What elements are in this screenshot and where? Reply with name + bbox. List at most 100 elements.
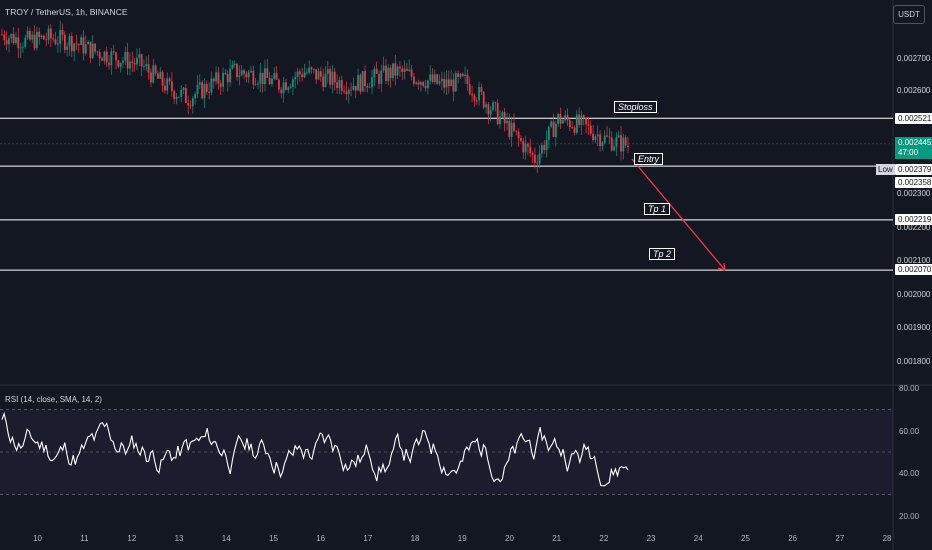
candle-body (261, 72, 264, 84)
candle-body (187, 103, 190, 106)
current-price-badge: 0.002445 47:00 (895, 137, 932, 159)
candle-body (254, 84, 257, 86)
candle-body (324, 73, 327, 87)
candle-body (278, 79, 280, 90)
candle-body (101, 58, 103, 61)
candle-body (15, 37, 17, 44)
candle-body (236, 63, 238, 78)
candle-body (166, 78, 169, 91)
candle-body (538, 153, 541, 164)
tp1-level-label: 0.002219 (895, 214, 932, 225)
entry-annotation[interactable]: Entry (634, 153, 664, 165)
candle-body (140, 54, 143, 67)
candle-body (173, 91, 176, 100)
candle-body (94, 43, 96, 52)
candle-body (622, 137, 625, 152)
candle-body (599, 134, 601, 146)
candle-body (438, 81, 441, 84)
candle-body (68, 36, 71, 47)
candle-body (170, 81, 173, 92)
candle-body (568, 120, 571, 128)
candle-body (554, 123, 557, 137)
price-axis-label: 0.002200 (897, 223, 931, 232)
time-axis-label: 18 (410, 534, 420, 543)
candle-body (361, 71, 364, 92)
candle-body (112, 51, 115, 53)
candle-body (212, 78, 215, 82)
candle-body (115, 52, 117, 61)
candle-body (394, 63, 397, 76)
low-level-label: 0.002358 (895, 177, 932, 188)
price-axis-label: 0.002600 (897, 86, 931, 95)
candle-body (301, 74, 304, 78)
candle-body (503, 112, 506, 124)
candle-body (587, 124, 590, 126)
candle-body (461, 73, 464, 76)
stoploss-annotation[interactable]: Stoploss (614, 101, 657, 113)
candle-body (359, 75, 362, 92)
rsi-axis-label: 40.00 (899, 469, 920, 478)
candle-body (122, 60, 124, 63)
currency-button[interactable]: USDT (893, 5, 925, 24)
candle-body (464, 74, 467, 76)
candle-body (447, 79, 450, 87)
tp2-annotation[interactable]: Tp 2 (649, 248, 676, 260)
candle-body (129, 61, 131, 69)
candle-body (159, 72, 162, 79)
candle-body (594, 136, 597, 141)
candle-body (540, 144, 543, 154)
candle-body (215, 72, 217, 82)
candle-body (471, 93, 473, 96)
candle-body (557, 113, 560, 124)
candle-body (245, 73, 248, 78)
candle-body (419, 81, 422, 85)
candle-body (592, 133, 594, 141)
candle-body (80, 37, 83, 45)
candle-body (259, 72, 262, 84)
candle-body (291, 79, 294, 87)
candle-body (375, 68, 378, 74)
candle-body (627, 145, 629, 148)
candle-body (231, 64, 234, 69)
candle-body (492, 102, 494, 111)
candle-body (610, 137, 613, 151)
candle-body (401, 68, 404, 73)
candle-body (161, 72, 164, 86)
candle-body (56, 43, 59, 45)
candle-body (285, 82, 287, 90)
candle-body (522, 140, 525, 153)
candle-body (322, 76, 325, 87)
candle-body (559, 113, 562, 124)
tp1-annotation[interactable]: Tp 1 (644, 203, 671, 215)
candle-body (494, 102, 497, 104)
candle-body (408, 69, 411, 71)
candle-body (387, 67, 390, 81)
candle-body (117, 60, 120, 67)
candle-body (175, 97, 178, 100)
candle-body (371, 77, 373, 88)
candle-body (378, 73, 380, 84)
candle-body (429, 74, 432, 81)
candle-body (585, 118, 588, 125)
candle-body (475, 100, 478, 102)
candle-body (319, 71, 322, 77)
candle-body (240, 70, 243, 76)
candle-body (201, 82, 204, 99)
candle-body (317, 71, 320, 80)
candle-body (145, 64, 148, 67)
candle-body (520, 138, 522, 141)
candle-body (613, 146, 615, 151)
candle-body (273, 73, 276, 79)
candle-body (580, 115, 583, 126)
candle-body (208, 91, 211, 93)
candle-body (561, 120, 564, 124)
candle-body (333, 71, 336, 83)
time-axis-label: 21 (552, 534, 562, 543)
candle-body (534, 154, 536, 163)
candle-body (52, 38, 55, 40)
candle-body (224, 72, 227, 75)
candle-body (499, 116, 501, 125)
candle-body (294, 77, 297, 80)
candle-body (89, 41, 92, 58)
